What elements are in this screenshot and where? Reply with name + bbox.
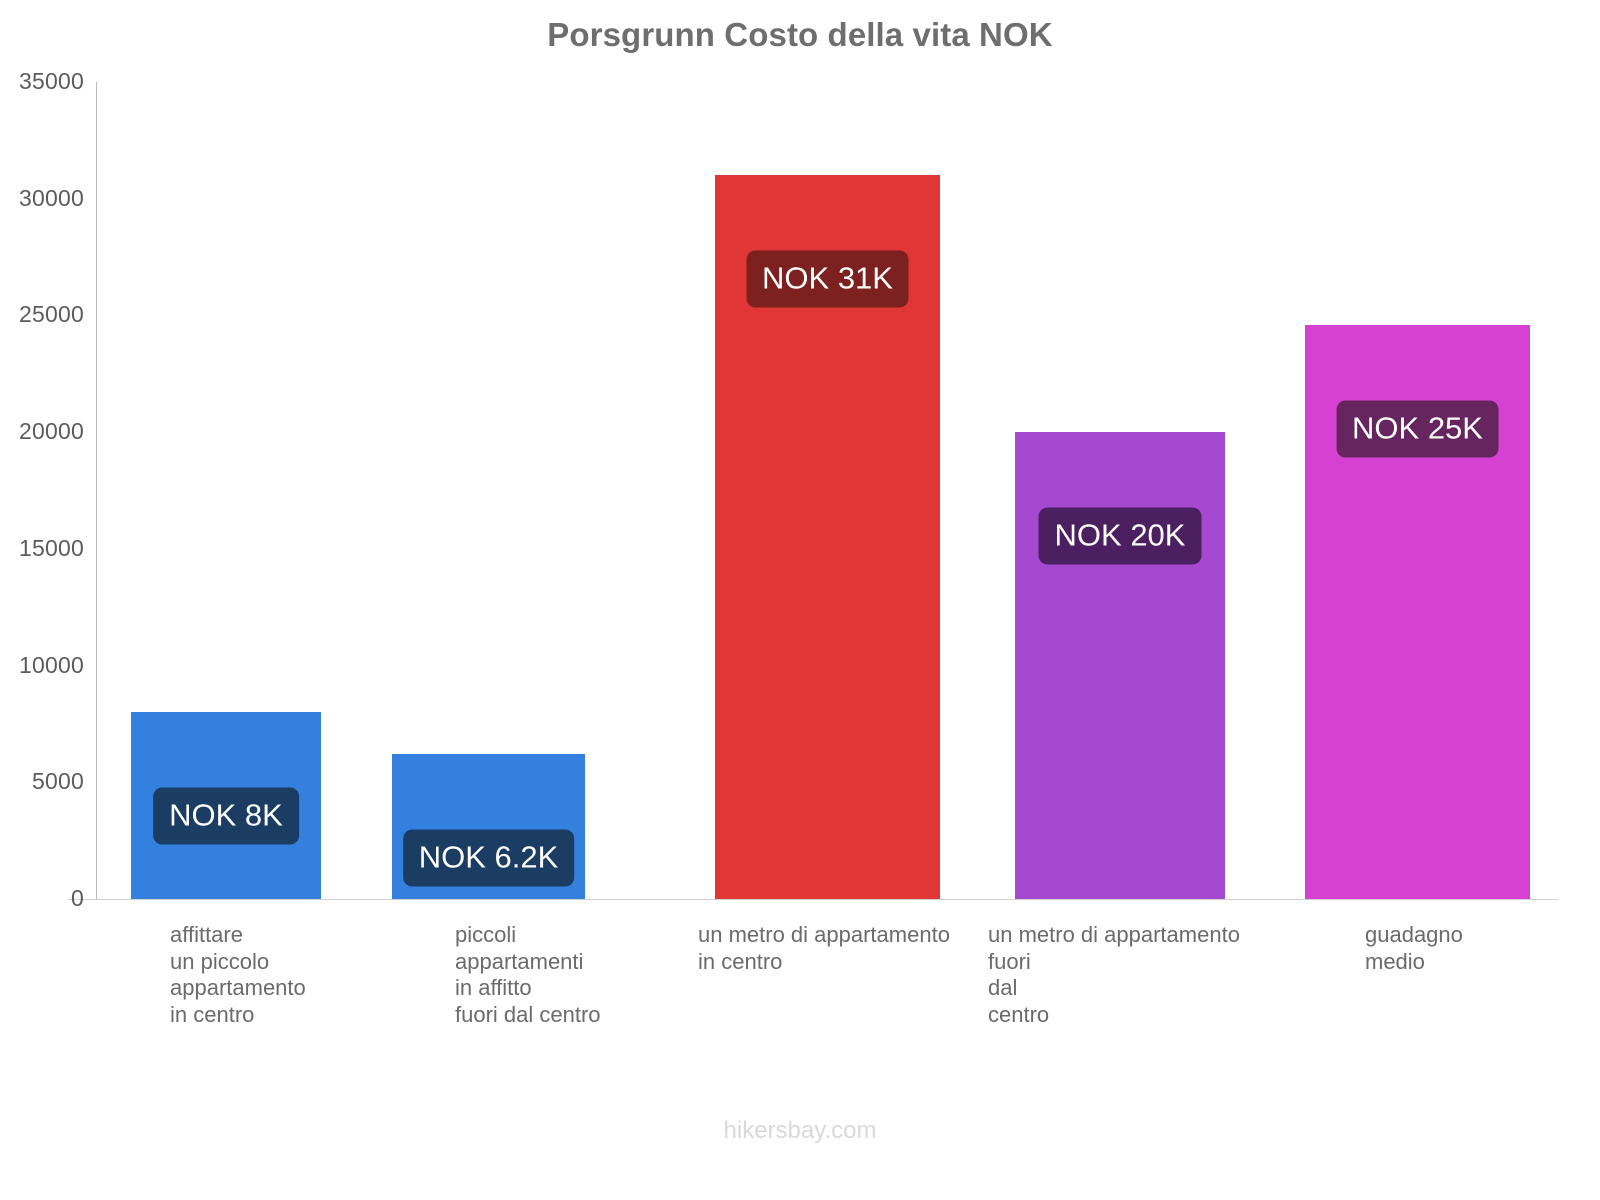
y-axis-tick-label: 0 bbox=[71, 885, 84, 911]
x-axis-category-label: un metro di appartamento fuori dal centr… bbox=[988, 922, 1240, 1027]
bar-value-label: NOK 8K bbox=[153, 787, 299, 845]
bar[interactable] bbox=[1015, 432, 1225, 899]
y-axis-tick-label: 30000 bbox=[19, 184, 84, 211]
bar-value-label: NOK 6.2K bbox=[402, 829, 575, 887]
y-axis-tick-label: 5000 bbox=[32, 768, 84, 795]
x-axis-category-label: piccoli appartamenti in affitto fuori da… bbox=[455, 922, 601, 1027]
x-axis-category-label: guadagno medio bbox=[1365, 922, 1463, 974]
bar-value-label: NOK 31K bbox=[746, 250, 909, 308]
y-axis-line bbox=[96, 82, 97, 899]
chart-title: Porsgrunn Costo della vita NOK bbox=[547, 16, 1053, 53]
bar-value-label: NOK 20K bbox=[1038, 507, 1202, 565]
y-axis-tick-label: 10000 bbox=[19, 651, 84, 678]
x-axis-category-label: un metro di appartamento in centro bbox=[698, 922, 950, 974]
x-axis-category-labels: affittare un piccolo appartamento in cen… bbox=[0, 916, 1600, 1086]
x-axis-category-label: affittare un piccolo appartamento in cen… bbox=[170, 922, 306, 1027]
footer-credit: hikersbay.com bbox=[723, 1117, 877, 1144]
y-axis-tick-label: 15000 bbox=[19, 534, 84, 561]
x-axis-baseline bbox=[68, 899, 1558, 900]
bar-value-label: NOK 25K bbox=[1336, 400, 1499, 458]
y-axis-tick-label: 25000 bbox=[19, 301, 84, 328]
bars-container: NOK 8K NOK 6.2K NOK 31K NOK 20K NOK 25K bbox=[0, 82, 1600, 899]
y-axis-tick-label: 20000 bbox=[19, 418, 84, 445]
y-axis-tick-label: 35000 bbox=[19, 68, 84, 94]
